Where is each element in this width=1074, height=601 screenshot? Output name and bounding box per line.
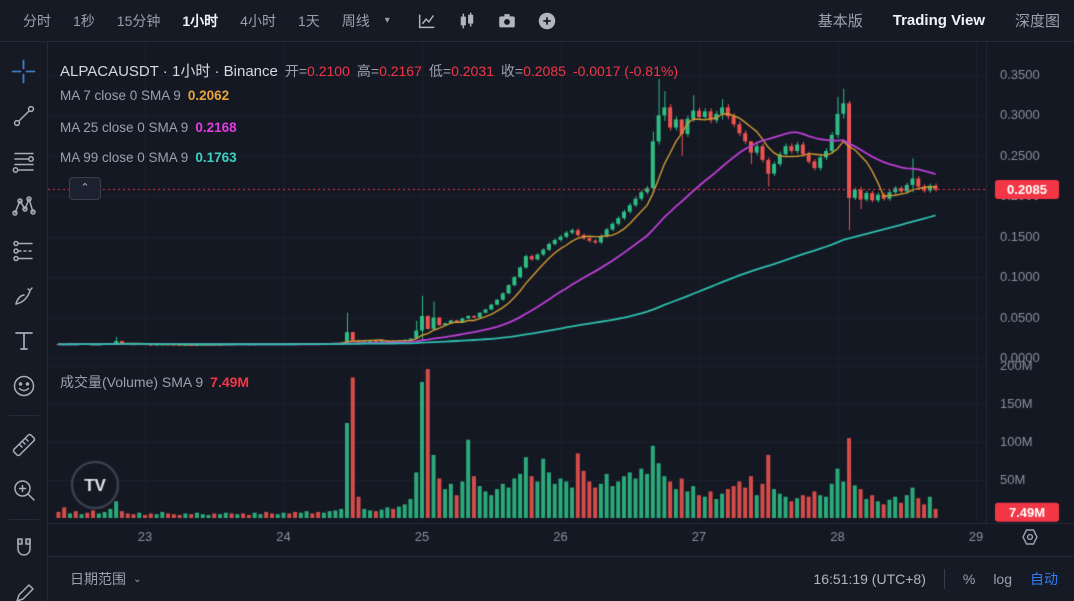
symbol-legend[interactable]: ALPACAUSDT · 1小时 · Binance 开=0.2100 高=0.…	[60, 60, 678, 81]
toolbar-divider	[8, 415, 39, 416]
chart-area: ALPACAUSDT · 1小时 · Binance 开=0.2100 高=0.…	[48, 42, 1074, 556]
ohlc-low: 低=0.2031	[428, 62, 494, 79]
view-switcher: 基本版 Trading View 深度图	[818, 10, 1060, 31]
tab-tradingview[interactable]: Trading View	[892, 12, 985, 29]
toolbar-divider	[8, 519, 39, 520]
trend-line-icon[interactable]	[5, 97, 43, 135]
price-chart-canvas[interactable]	[48, 42, 1074, 556]
text-icon[interactable]	[5, 322, 43, 360]
ma99-legend[interactable]: MA 99 close 0 SMA 9 0.1763	[60, 150, 237, 165]
xabcd-pattern-icon[interactable]	[5, 187, 43, 225]
add-circle-icon[interactable]	[534, 8, 560, 34]
fib-retracement-icon[interactable]	[5, 142, 43, 180]
line-chart-icon[interactable]	[414, 8, 440, 34]
interval-dropdown-caret-icon[interactable]: ▾	[384, 15, 390, 26]
symbol-title: ALPACAUSDT · 1小时 · Binance	[60, 63, 278, 80]
percent-scale-button[interactable]: %	[962, 571, 976, 587]
camera-icon[interactable]	[494, 8, 520, 34]
interval-1s[interactable]: 1秒	[73, 12, 95, 29]
chevron-down-icon: ⌄	[133, 573, 142, 585]
ma25-legend[interactable]: MA 25 close 0 SMA 9 0.2168	[60, 120, 237, 135]
interval-switcher: 分时 1秒 15分钟 1小时 4小时 1天 周线 ▾	[14, 7, 396, 35]
log-scale-button[interactable]: log	[993, 571, 1012, 587]
divider	[943, 569, 945, 589]
candles-compare-icon[interactable]	[454, 8, 480, 34]
clock-timezone[interactable]: 16:51:19 (UTC+8)	[813, 571, 926, 587]
ohlc-high: 高=0.2167	[356, 62, 422, 79]
drawing-toolbar	[0, 42, 48, 601]
zoom-in-icon[interactable]	[5, 471, 43, 509]
chart-tools	[414, 8, 560, 34]
collapse-legend-button[interactable]: ⌃	[69, 177, 101, 200]
forecast-lines-icon[interactable]	[5, 232, 43, 270]
bottom-toolbar: 日期范围 ⌄ 16:51:19 (UTC+8) % log 自动	[48, 556, 1074, 601]
interval-15m[interactable]: 15分钟	[116, 12, 161, 29]
ohlc-open: 开=0.2100	[284, 62, 350, 79]
tab-depth-chart[interactable]: 深度图	[1014, 13, 1060, 30]
interval-1w[interactable]: 周线	[341, 12, 370, 29]
change-value: -0.0017 (-0.81%)	[572, 62, 678, 79]
date-range-button[interactable]: 日期范围 ⌄	[70, 571, 142, 587]
interval-1d[interactable]: 1天	[297, 12, 320, 29]
interval-1h[interactable]: 1小时	[182, 12, 219, 29]
volume-legend[interactable]: 成交量(Volume) SMA 9 7.49M	[60, 374, 250, 390]
emoji-icon[interactable]	[5, 367, 43, 405]
magnet-icon[interactable]	[5, 530, 43, 568]
ohlc-close: 收=0.2085	[500, 62, 566, 79]
ma7-legend[interactable]: MA 7 close 0 SMA 9 0.2062	[60, 88, 230, 103]
curve-tool-icon[interactable]	[5, 277, 43, 315]
top-toolbar: 分时 1秒 15分钟 1小时 4小时 1天 周线 ▾ 基本版 Tra	[0, 0, 1074, 42]
auto-scale-button[interactable]: 自动	[1030, 571, 1058, 587]
crosshair-icon[interactable]	[5, 52, 43, 90]
interval-4h[interactable]: 4小时	[240, 12, 276, 29]
interval-fenshi[interactable]: 分时	[23, 12, 51, 29]
tab-basic-version[interactable]: 基本版	[817, 13, 863, 30]
ruler-icon[interactable]	[5, 426, 43, 464]
gear-icon[interactable]	[1017, 524, 1043, 550]
pencil-icon[interactable]	[5, 575, 43, 601]
